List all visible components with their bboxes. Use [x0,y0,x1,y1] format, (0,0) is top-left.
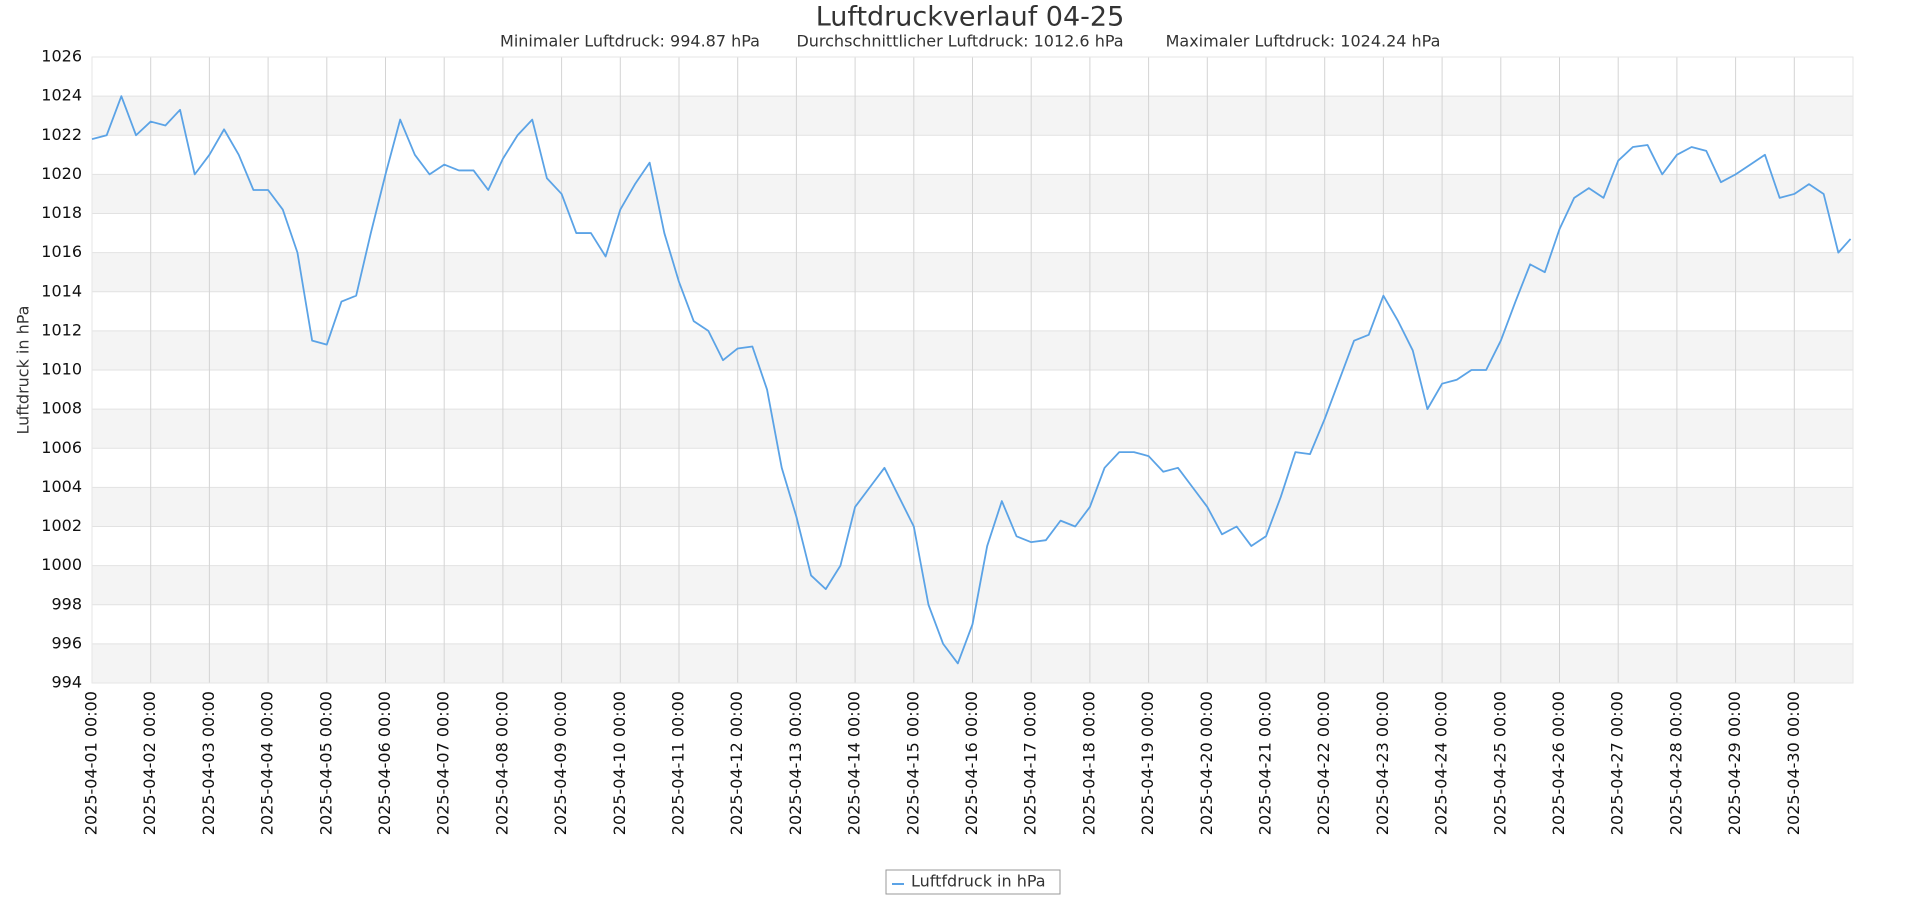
subtitle: Minimaler Luftdruck: 994.87 hPa [500,32,760,51]
chart-title: Luftdruckverlauf 04-25 [816,2,1125,33]
x-tick-label: 2025-04-03 00:00 [199,691,218,835]
x-tick-label: 2025-04-08 00:00 [492,691,511,835]
y-tick-label: 1024 [41,86,82,105]
x-tick-label: 2025-04-24 00:00 [1432,691,1451,835]
x-tick-label: 2025-04-19 00:00 [1138,691,1157,835]
y-tick-label: 1014 [41,281,82,300]
y-tick-label: 1010 [41,360,82,379]
x-tick-label: 2025-04-18 00:00 [1079,691,1098,835]
x-tick-label: 2025-04-10 00:00 [610,691,629,835]
y-tick-label: 1016 [41,242,82,261]
y-tick-label: 1000 [41,555,82,574]
y-tick-label: 1002 [41,516,82,535]
x-tick-label: 2025-04-06 00:00 [375,691,394,835]
x-tick-label: 2025-04-05 00:00 [316,691,335,835]
y-tick-label: 1022 [41,125,82,144]
x-tick-label: 2025-04-17 00:00 [1021,691,1040,835]
legend-label: Luftfdruck in hPa [911,872,1046,891]
y-tick-label: 1006 [41,438,82,457]
x-tick-label: 2025-04-20 00:00 [1197,691,1216,835]
x-tick-label: 2025-04-15 00:00 [903,691,922,835]
x-tick-label: 2025-04-22 00:00 [1314,691,1333,835]
y-tick-label: 1018 [41,203,82,222]
x-tick-label: 2025-04-16 00:00 [962,691,981,835]
y-tick-label: 1026 [41,47,82,66]
x-tick-label: 2025-04-13 00:00 [786,691,805,835]
y-tick-label: 1008 [41,399,82,418]
x-tick-label: 2025-04-04 00:00 [258,691,277,835]
y-tick-label: 1020 [41,164,82,183]
plot-border [91,56,1854,684]
x-tick-label: 2025-04-28 00:00 [1666,691,1685,835]
x-tick-label: 2025-04-12 00:00 [727,691,746,835]
subtitle: Maximaler Luftdruck: 1024.24 hPa [1166,32,1441,51]
x-tick-label: 2025-04-01 00:00 [82,691,101,835]
x-tick-label: 2025-04-14 00:00 [845,691,864,835]
x-tick-label: 2025-04-29 00:00 [1725,691,1744,835]
y-tick-label: 1004 [41,477,82,496]
subtitle: Durchschnittlicher Luftdruck: 1012.6 hPa [796,32,1123,51]
x-tick-label: 2025-04-11 00:00 [669,691,688,835]
x-tick-label: 2025-04-21 00:00 [1256,691,1275,835]
x-tick-label: 2025-04-25 00:00 [1490,691,1509,835]
line-series [91,95,1852,665]
x-tick-label: 2025-04-26 00:00 [1549,691,1568,835]
y-tick-label: 996 [51,633,82,652]
x-tick-label: 2025-04-27 00:00 [1608,691,1627,835]
x-tick-label: 2025-04-02 00:00 [140,691,159,835]
y-tick-label: 994 [51,673,82,692]
x-tick-label: 2025-04-23 00:00 [1373,691,1392,835]
x-tick-label: 2025-04-09 00:00 [551,691,570,835]
x-tick-label: 2025-04-07 00:00 [434,691,453,835]
y-tick-label: 1012 [41,320,82,339]
y-axis-label: Luftdruck in hPa [14,306,33,435]
legend-box [885,869,1061,895]
y-tick-label: 998 [51,594,82,613]
x-tick-label: 2025-04-30 00:00 [1784,691,1803,835]
